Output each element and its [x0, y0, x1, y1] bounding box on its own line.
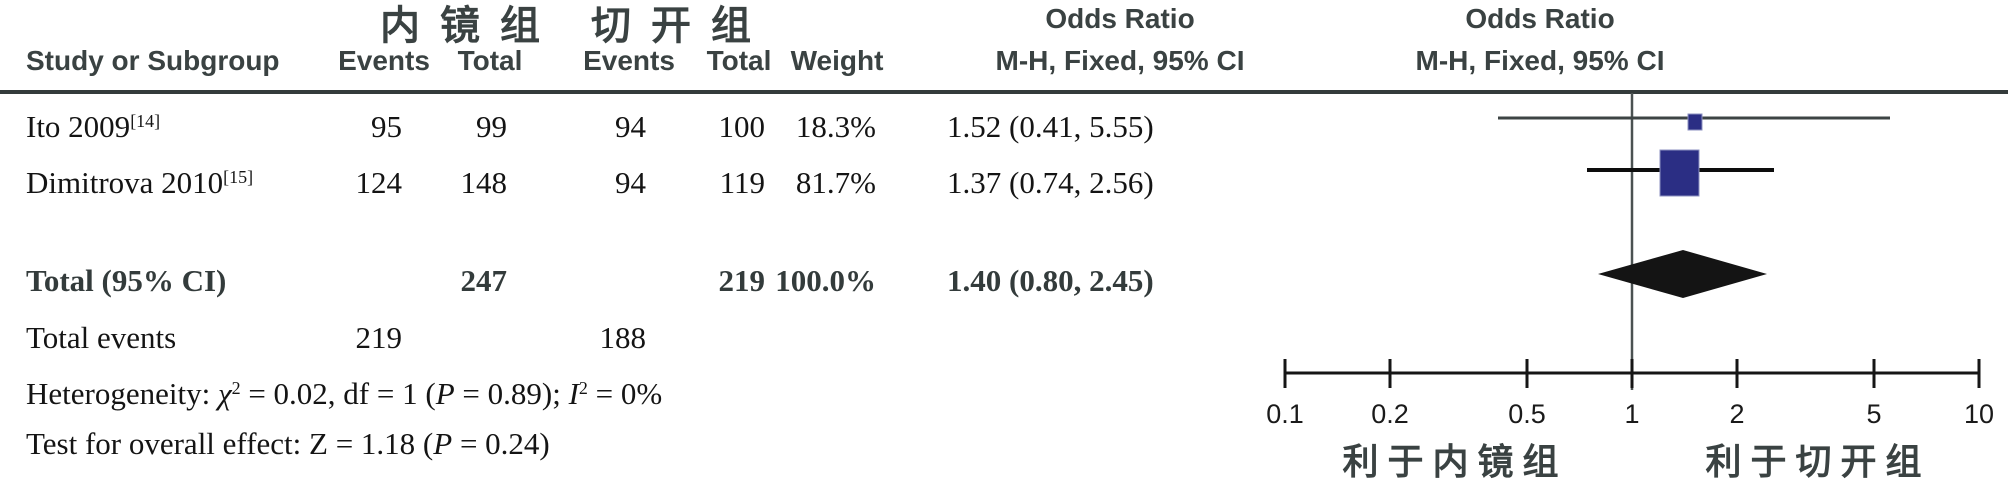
total2-value: 100	[718, 109, 766, 144]
total2-value: 119	[719, 165, 765, 200]
mh-fixed-ci-header-left: M-H, Fixed, 95% CI	[995, 45, 1245, 76]
group2-header: 切开组	[591, 4, 771, 48]
point-estimate-square-ito	[1687, 113, 1703, 131]
tick-label-5: 5	[1866, 399, 1882, 429]
tick-label-2: 2	[1729, 399, 1745, 429]
study-label: Ito 2009[14]	[26, 109, 161, 144]
study-label: Dimitrova 2010[15]	[26, 165, 254, 200]
col-weight-header: Weight	[790, 45, 884, 76]
or-ci-text: 1.52 (0.41, 5.55)	[947, 109, 1154, 144]
total1-value: 99	[476, 109, 507, 144]
col-study-header: Study or Subgroup	[26, 45, 280, 76]
or-ci-total-text: 1.40 (0.80, 2.45)	[947, 263, 1154, 298]
col-events1-header: Events	[338, 45, 430, 76]
weight-sum: 100.0%	[775, 263, 876, 298]
or-ci-text: 1.37 (0.74, 2.56)	[947, 165, 1154, 200]
weight-value: 81.7%	[795, 165, 876, 200]
events2-value: 94	[615, 165, 646, 200]
total-events1: 219	[355, 320, 403, 355]
col-total2-header: Total	[706, 45, 772, 76]
tick-label-1: 1	[1624, 399, 1640, 429]
weight-value: 18.3%	[795, 109, 876, 144]
total-events2: 188	[599, 320, 647, 355]
odds-ratio-title-left: Odds Ratio	[1045, 3, 1195, 34]
total-events-label: Total events	[26, 320, 177, 355]
tick-label-0.2: 0.2	[1371, 399, 1409, 429]
tick-label-0.5: 0.5	[1508, 399, 1546, 429]
total-label: Total (95% CI)	[26, 263, 227, 298]
mh-fixed-ci-header-right: M-H, Fixed, 95% CI	[1415, 45, 1665, 76]
heterogeneity-text: Heterogeneity: χ2 = 0.02, df = 1 (P = 0.…	[26, 376, 663, 411]
col-total1-header: Total	[457, 45, 523, 76]
point-estimate-square-dimitrova	[1659, 149, 1700, 197]
total1-sum: 247	[460, 263, 508, 298]
favors-right-label: 利于切开组	[1705, 441, 1931, 481]
favors-left-label: 利于内镜组	[1342, 441, 1568, 481]
total-diamond	[1598, 250, 1767, 298]
tick-label-0.1: 0.1	[1266, 399, 1304, 429]
events2-value: 94	[615, 109, 646, 144]
events1-value: 95	[371, 109, 402, 144]
events1-value: 124	[355, 165, 403, 200]
tick-label-10: 10	[1963, 399, 1995, 429]
forest-plot-canvas	[1283, 93, 1981, 390]
col-events2-header: Events	[583, 45, 675, 76]
odds-ratio-title-right: Odds Ratio	[1465, 3, 1615, 34]
header-divider	[0, 90, 2008, 94]
total2-sum: 219	[718, 263, 766, 298]
overall-effect-text: Test for overall effect: Z = 1.18 (P = 0…	[26, 426, 550, 461]
total1-value: 148	[460, 165, 508, 200]
group1-header: 内镜组	[380, 4, 560, 48]
